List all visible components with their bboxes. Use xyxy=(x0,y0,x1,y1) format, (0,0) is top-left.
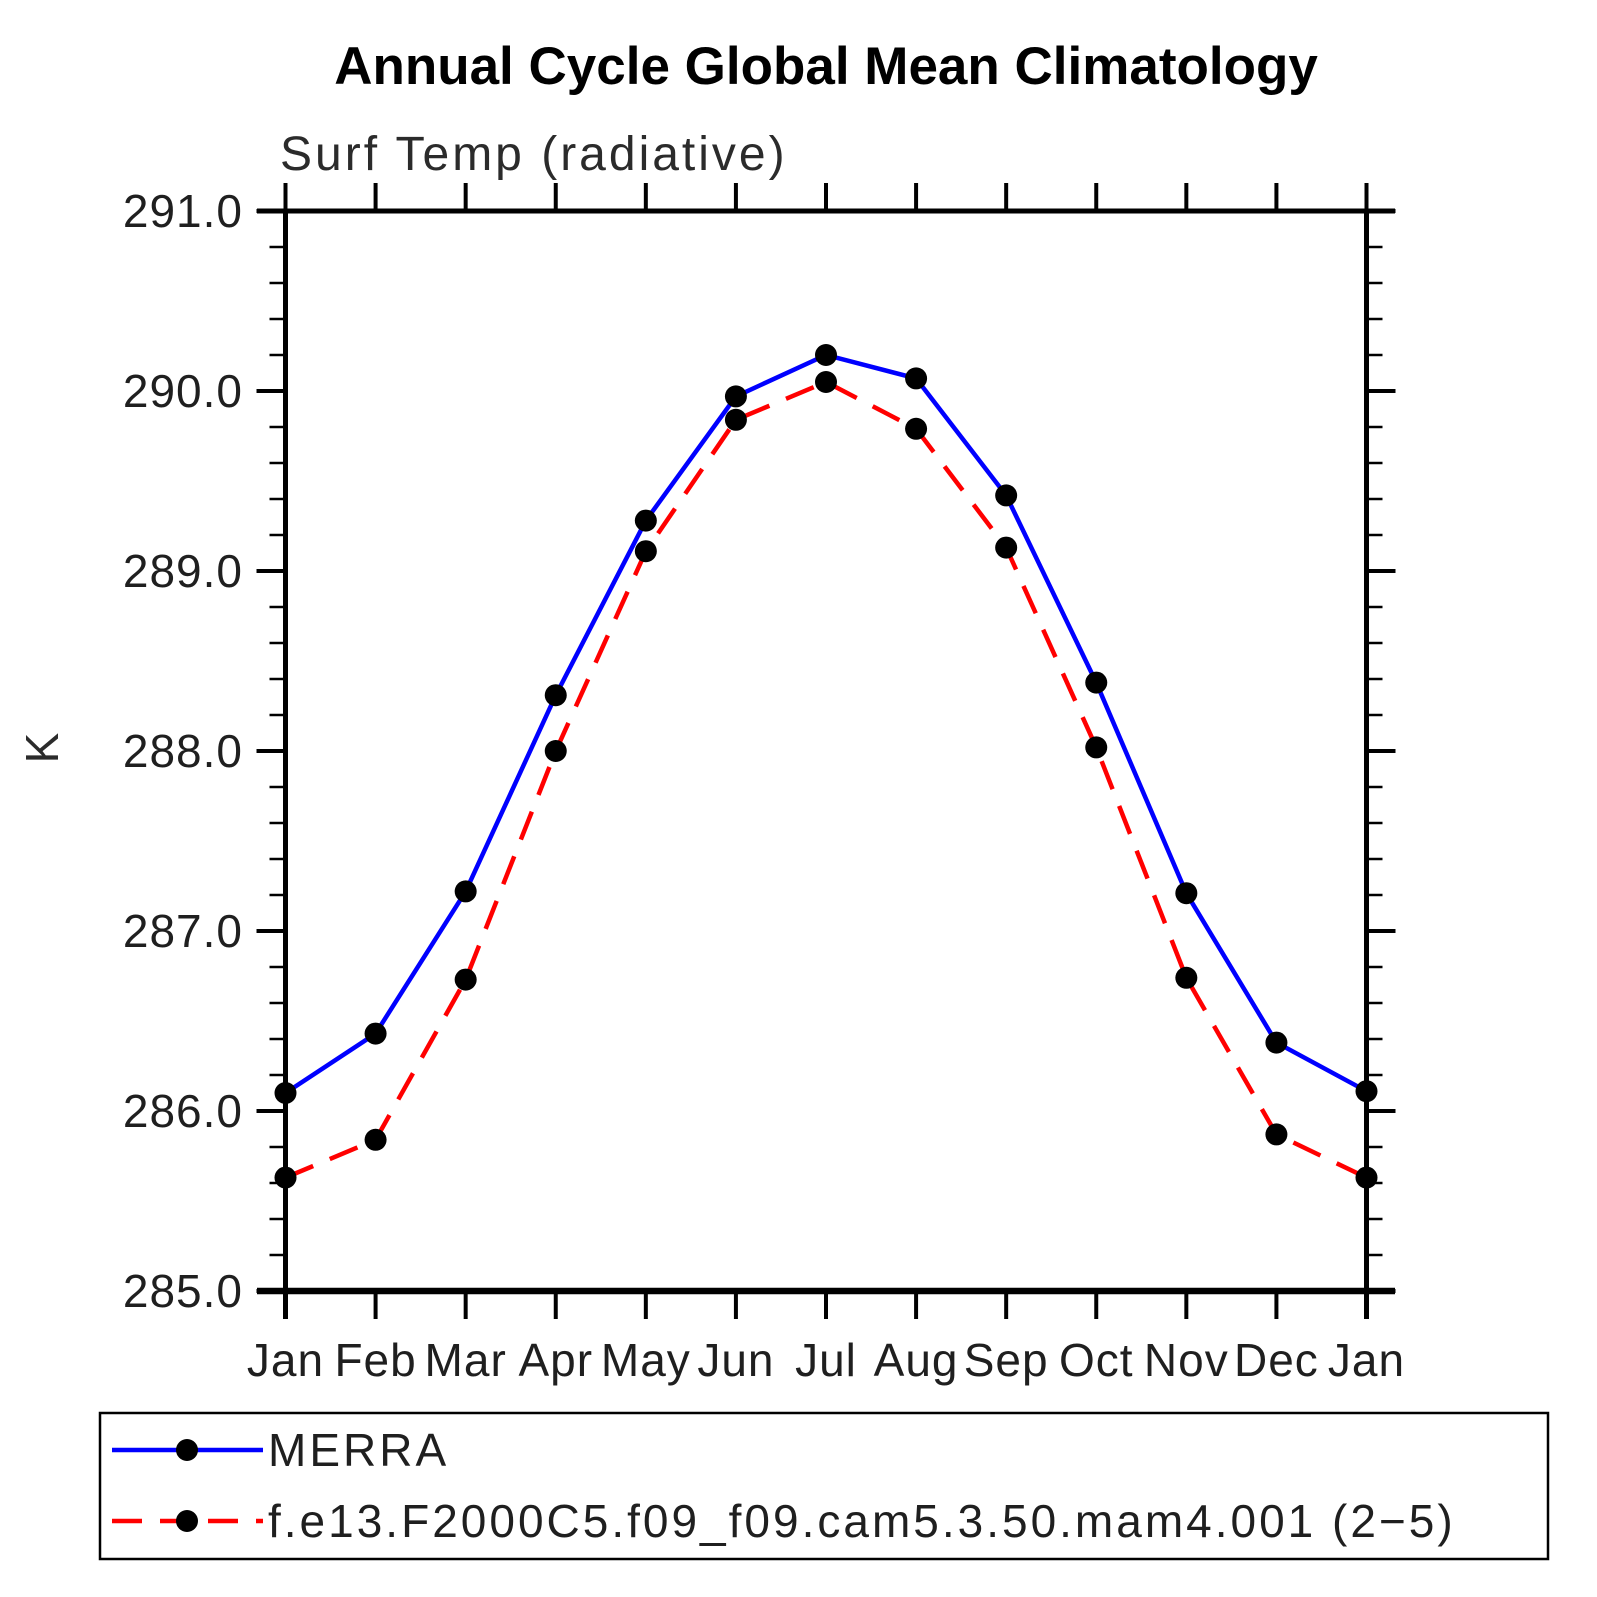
data-point-marker-merra xyxy=(454,880,477,903)
series-line-model xyxy=(284,379,1368,1180)
data-point-marker-merra xyxy=(724,385,747,408)
data-point-marker-model xyxy=(905,417,928,440)
y-tick-label: 290.0 xyxy=(123,365,243,417)
x-tick-label: Oct xyxy=(1059,1334,1134,1386)
data-point-marker-model xyxy=(995,536,1018,559)
data-point-marker-model xyxy=(724,408,747,431)
legend: MERRA f.e13.F2000C5.f09_f09.cam5.3.50.ma… xyxy=(98,1411,1550,1561)
chart-subtitle: Surf Temp (radiative) xyxy=(280,128,788,181)
x-tick-label: Jan xyxy=(247,1334,324,1386)
x-tick-label: Nov xyxy=(1144,1334,1229,1386)
data-point-marker-model xyxy=(1085,736,1108,759)
y-tick-label: 291.0 xyxy=(123,185,243,237)
y-tick-label: 287.0 xyxy=(123,905,243,957)
legend-box xyxy=(98,1411,1550,1561)
x-tick-label: Dec xyxy=(1234,1334,1319,1386)
series-line-merra xyxy=(284,352,1368,1095)
data-point-marker-model xyxy=(634,540,657,563)
data-point-marker-merra xyxy=(364,1022,387,1045)
x-tick-label: Jun xyxy=(697,1334,774,1386)
chart-title: Annual Cycle Global Mean Climatology xyxy=(334,37,1318,96)
legend-marker-model xyxy=(176,1510,198,1532)
data-point-marker-merra xyxy=(1355,1080,1378,1103)
data-point-marker-model xyxy=(1355,1166,1378,1189)
y-tick-label: 285.0 xyxy=(123,1265,243,1317)
data-point-marker-merra xyxy=(815,344,837,366)
legend-label-merra: MERRA xyxy=(268,1424,449,1476)
x-tick-label: Mar xyxy=(425,1334,507,1386)
x-tick-label: Sep xyxy=(964,1334,1049,1386)
data-point-marker-merra xyxy=(634,509,657,532)
x-tick-label: Feb xyxy=(334,1334,416,1386)
x-tick-label: Jul xyxy=(795,1334,857,1386)
x-tick-label: Aug xyxy=(874,1334,959,1386)
data-point-marker-merra xyxy=(1265,1031,1288,1054)
data-point-marker-merra xyxy=(995,484,1018,507)
data-point-marker-merra xyxy=(1085,671,1108,694)
y-tick-label: 286.0 xyxy=(123,1085,243,1137)
data-point-marker-model xyxy=(364,1128,387,1151)
y-tick-label: 288.0 xyxy=(123,725,243,777)
x-tick-label: Jan xyxy=(1328,1334,1405,1386)
data-point-marker-merra xyxy=(274,1082,297,1104)
data-point-marker-model xyxy=(1265,1123,1288,1146)
x-tick-label: Apr xyxy=(518,1334,593,1386)
legend-marker-merra xyxy=(176,1439,198,1461)
data-point-marker-model xyxy=(274,1166,297,1189)
y-axis-unit-label: K xyxy=(16,732,68,763)
data-point-marker-merra xyxy=(544,684,567,707)
data-point-marker-model xyxy=(815,371,837,393)
legend-label-model: f.e13.F2000C5.f09_f09.cam5.3.50.mam4.001… xyxy=(268,1495,1456,1547)
y-tick-label: 289.0 xyxy=(123,545,243,597)
x-tick-label: May xyxy=(601,1334,691,1386)
data-point-marker-merra xyxy=(1175,882,1198,905)
data-point-marker-model xyxy=(1175,966,1198,989)
data-point-marker-model xyxy=(544,740,567,762)
data-point-marker-model xyxy=(454,968,477,991)
data-point-marker-merra xyxy=(905,367,928,390)
